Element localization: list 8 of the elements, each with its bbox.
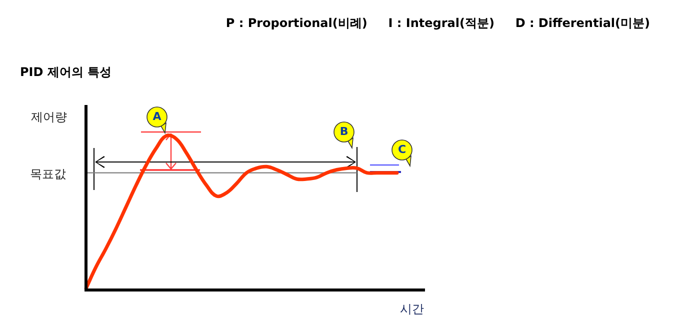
text: A bbox=[152, 110, 162, 123]
text: P : Proportional(비례) I : Integral(적분) D : Differential(미분) bbox=[226, 16, 650, 30]
x-axis-title: 시간 bbox=[400, 302, 424, 316]
y-axis-title: 제어량 bbox=[31, 110, 67, 124]
ref-line-label: 목표값 bbox=[30, 166, 66, 181]
annotation: B bbox=[340, 124, 348, 138]
chart-title: PID 제어의 특성 bbox=[20, 65, 112, 80]
annotation: C bbox=[398, 142, 406, 156]
